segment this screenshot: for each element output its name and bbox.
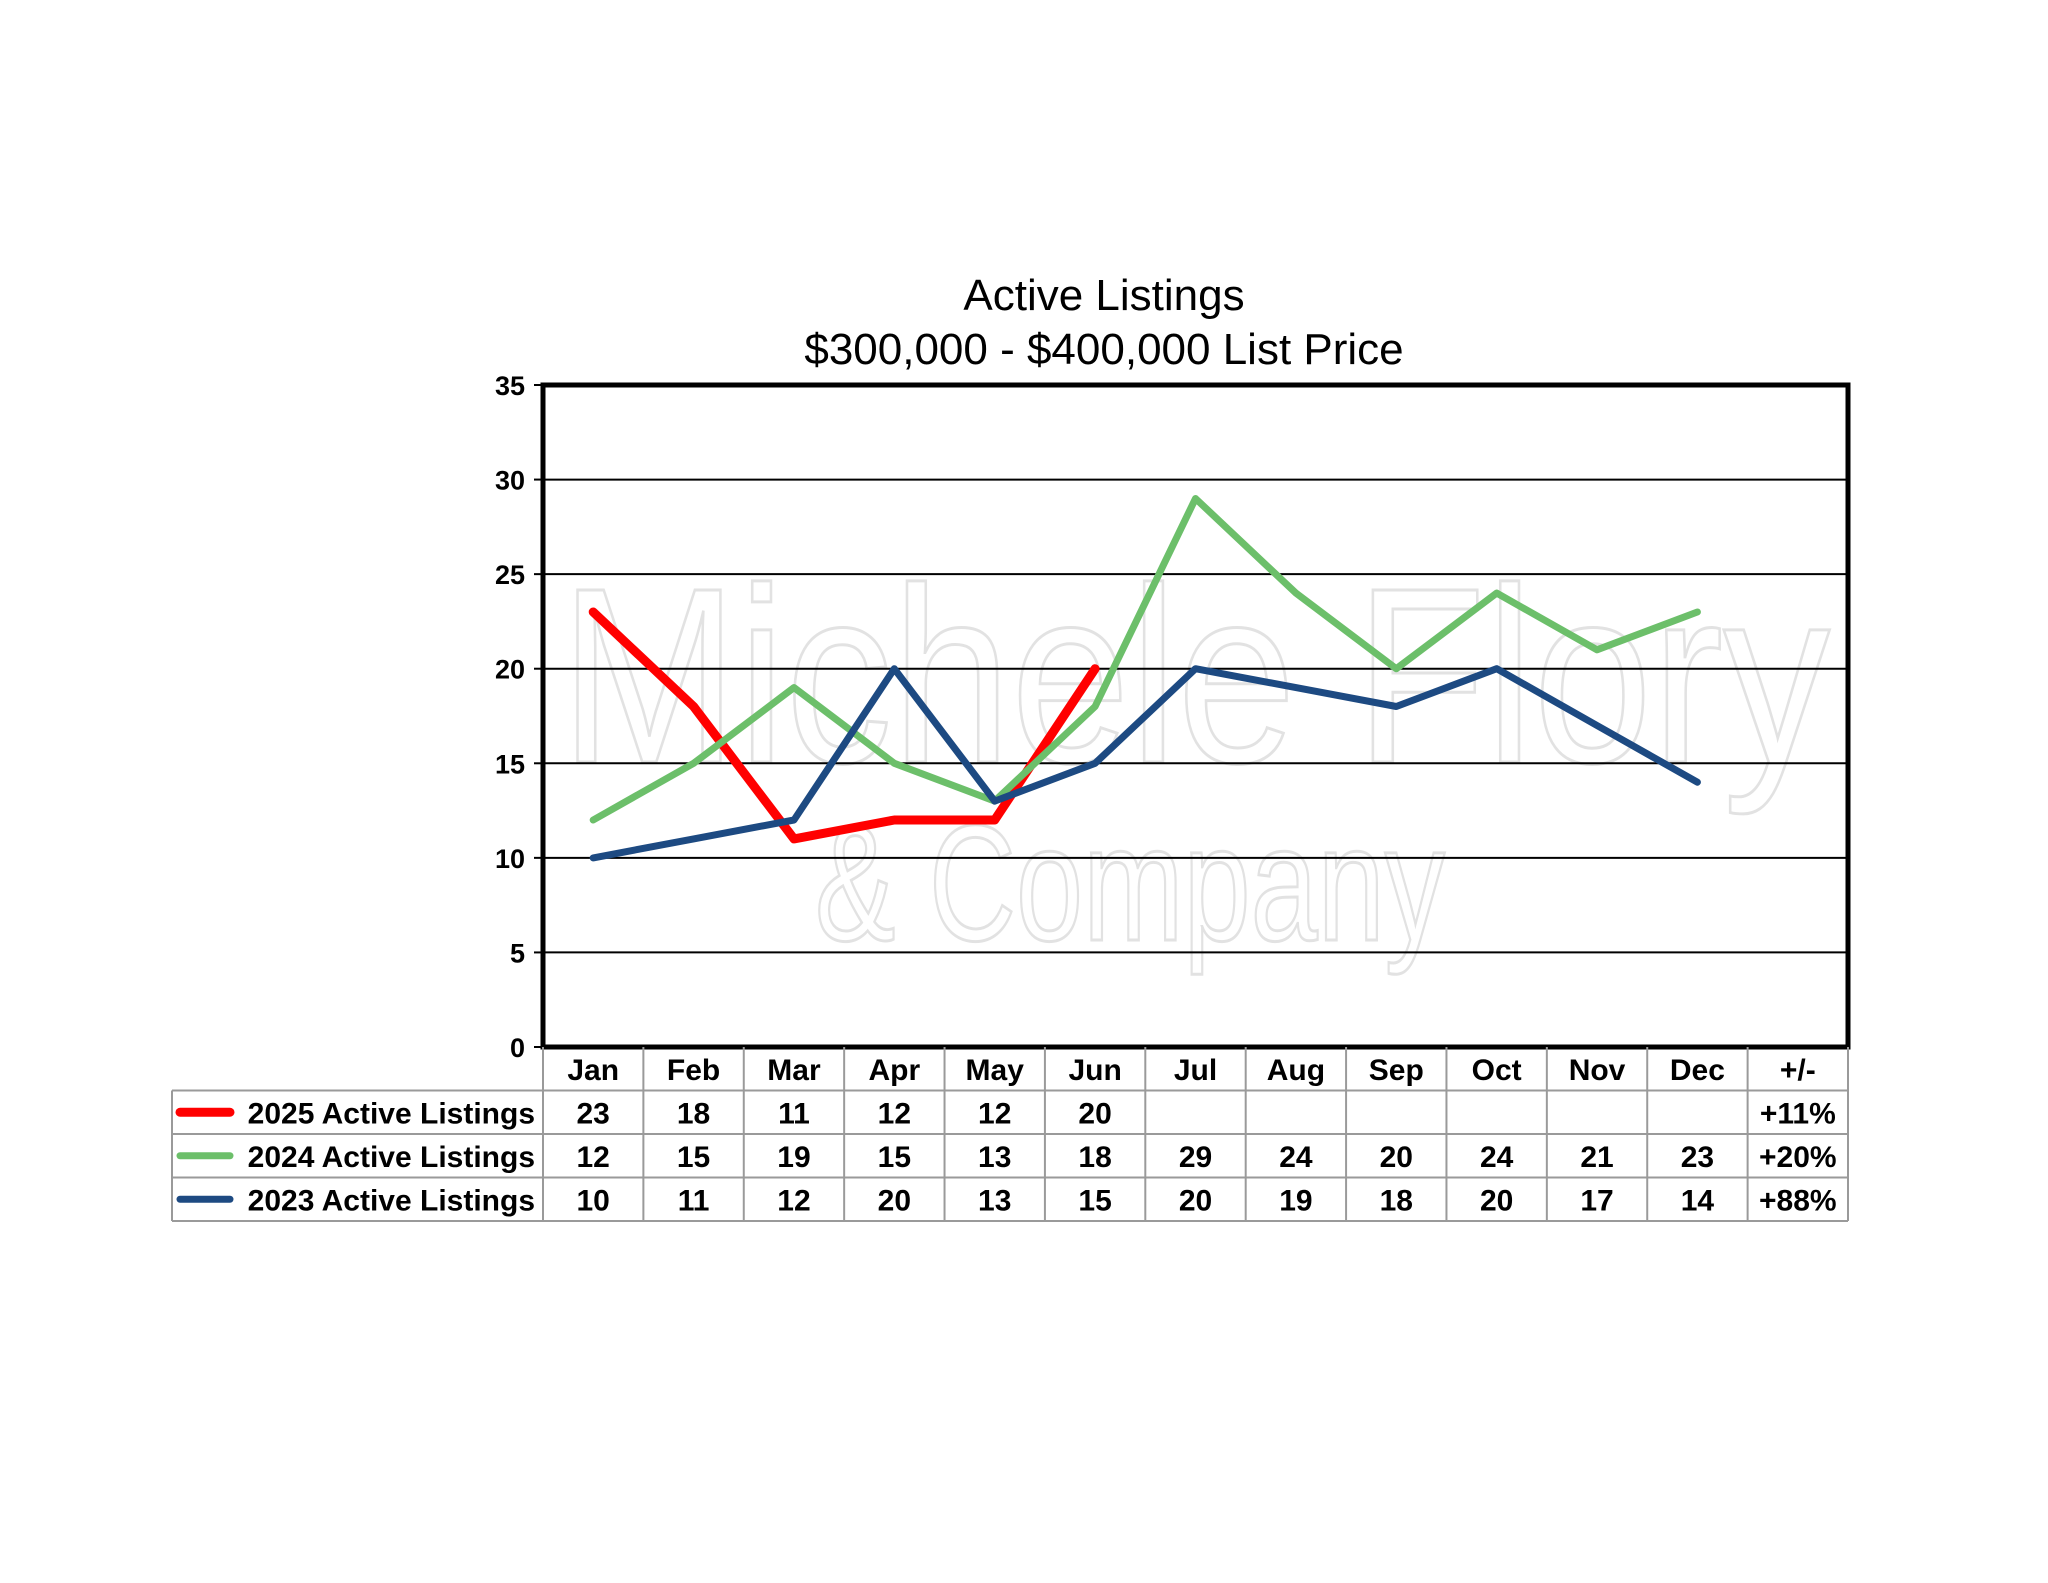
x-tick-label: Jul [1174, 1054, 1217, 1087]
table-cell-value: 12 [777, 1184, 810, 1217]
table-cell-value: 12 [978, 1097, 1011, 1130]
table-cell-value: 23 [577, 1097, 610, 1130]
legend-label: 2025 Active Listings [248, 1097, 535, 1130]
series-line-2 [589, 665, 1701, 862]
table-cell-change: +88% [1759, 1184, 1837, 1217]
table-cell-value: 29 [1179, 1141, 1212, 1174]
x-tick-label: Dec [1670, 1054, 1725, 1087]
legend-label: 2023 Active Listings [248, 1184, 535, 1217]
table-cell-value: 21 [1580, 1141, 1613, 1174]
table-cell-value: 13 [978, 1184, 1011, 1217]
x-tick-label: Feb [667, 1054, 720, 1087]
data-table: Jan Feb Mar Apr May Jun Jul Aug Sep Oct Nov Dec +/- 2… [171, 1047, 1849, 1222]
data-point [1292, 590, 1299, 597]
data-point [690, 760, 697, 767]
watermark-logo: Michele Flory & Company [559, 535, 1832, 977]
watermark-line1: Michele Flory [560, 536, 1830, 815]
data-point [690, 703, 697, 710]
y-axis: 0 5 10 15 20 25 30 35 [495, 371, 543, 1063]
data-point [1092, 703, 1099, 710]
table-cell-value: 24 [1480, 1141, 1514, 1174]
table-cell-value: 18 [1380, 1184, 1413, 1217]
table-cell-value: 18 [1078, 1141, 1111, 1174]
data-point [1493, 590, 1500, 597]
data-point [590, 817, 597, 824]
x-tick-label: Aug [1267, 1054, 1325, 1087]
table-cell-value: 10 [577, 1184, 610, 1217]
data-point [1292, 684, 1299, 691]
table-cell-value: 15 [677, 1141, 710, 1174]
data-point [1393, 665, 1400, 672]
data-point [790, 817, 797, 824]
table-cell-value: 23 [1681, 1141, 1714, 1174]
data-point [790, 835, 797, 842]
data-point [1092, 760, 1099, 767]
table-cell-value: 12 [577, 1141, 610, 1174]
table-cell-value: 13 [978, 1141, 1011, 1174]
y-tick-label: 20 [495, 655, 525, 685]
data-point [790, 684, 797, 691]
table-cell-value: 12 [878, 1097, 911, 1130]
table-cell-change: +11% [1760, 1097, 1836, 1130]
data-point [1192, 495, 1199, 502]
y-tick-label: 25 [495, 560, 525, 590]
chart-subtitle: $300,000 - $400,000 List Price [804, 325, 1403, 374]
table-cell-value: 15 [878, 1141, 911, 1174]
table-cell-value: 20 [1179, 1184, 1212, 1217]
data-point [590, 608, 597, 615]
plot-lines [588, 495, 1701, 862]
y-tick-label: 10 [495, 844, 525, 874]
data-point [1594, 646, 1601, 653]
chart-title: Active Listings [963, 271, 1244, 320]
plot-frame [540, 382, 1851, 1050]
data-point [1694, 608, 1701, 615]
data-point [991, 798, 998, 805]
data-point [1594, 722, 1601, 729]
change-header: +/- [1780, 1054, 1816, 1087]
x-tick-label: Jun [1068, 1054, 1121, 1087]
y-tick-label: 35 [495, 371, 525, 401]
table-cell-value: 11 [678, 1184, 710, 1217]
table-cell-value: 20 [1078, 1097, 1111, 1130]
data-point [1493, 665, 1500, 672]
x-tick-label: May [966, 1054, 1025, 1087]
table-cell-value: 18 [677, 1097, 710, 1130]
table-cell-value: 11 [778, 1097, 810, 1130]
table-cell-value: 14 [1681, 1184, 1715, 1217]
table-cell-value: 20 [1480, 1184, 1513, 1217]
table-cell-value: 20 [1380, 1141, 1413, 1174]
y-tick-label: 15 [495, 749, 525, 779]
y-tick-label: 0 [510, 1033, 525, 1063]
data-point [891, 817, 898, 824]
table-cell-value: 19 [777, 1141, 810, 1174]
table-cell-value: 17 [1580, 1184, 1613, 1217]
data-point [1393, 703, 1400, 710]
data-point [891, 665, 898, 672]
data-point [590, 854, 597, 861]
table-cell-value: 19 [1279, 1184, 1312, 1217]
data-point [1192, 665, 1199, 672]
table-cell-value: 20 [878, 1184, 911, 1217]
table-cell-change: +20% [1759, 1141, 1837, 1174]
x-tick-label: Jan [567, 1054, 619, 1087]
data-point [1694, 779, 1701, 786]
data-point [1092, 665, 1099, 672]
table-cell-value: 24 [1279, 1141, 1313, 1174]
y-tick-label: 30 [495, 466, 525, 496]
x-tick-label: Apr [869, 1054, 921, 1087]
x-tick-label: Oct [1472, 1054, 1522, 1087]
y-tick-label: 5 [510, 938, 525, 968]
data-point [891, 760, 898, 767]
x-tick-label: Sep [1369, 1054, 1424, 1087]
legend-label: 2024 Active Listings [248, 1141, 535, 1174]
x-tick-label: Nov [1569, 1054, 1626, 1087]
data-point [690, 835, 697, 842]
series-line-1 [589, 495, 1701, 824]
table-cell-value: 15 [1078, 1184, 1111, 1217]
data-point [991, 817, 998, 824]
x-tick-label: Mar [767, 1054, 821, 1087]
